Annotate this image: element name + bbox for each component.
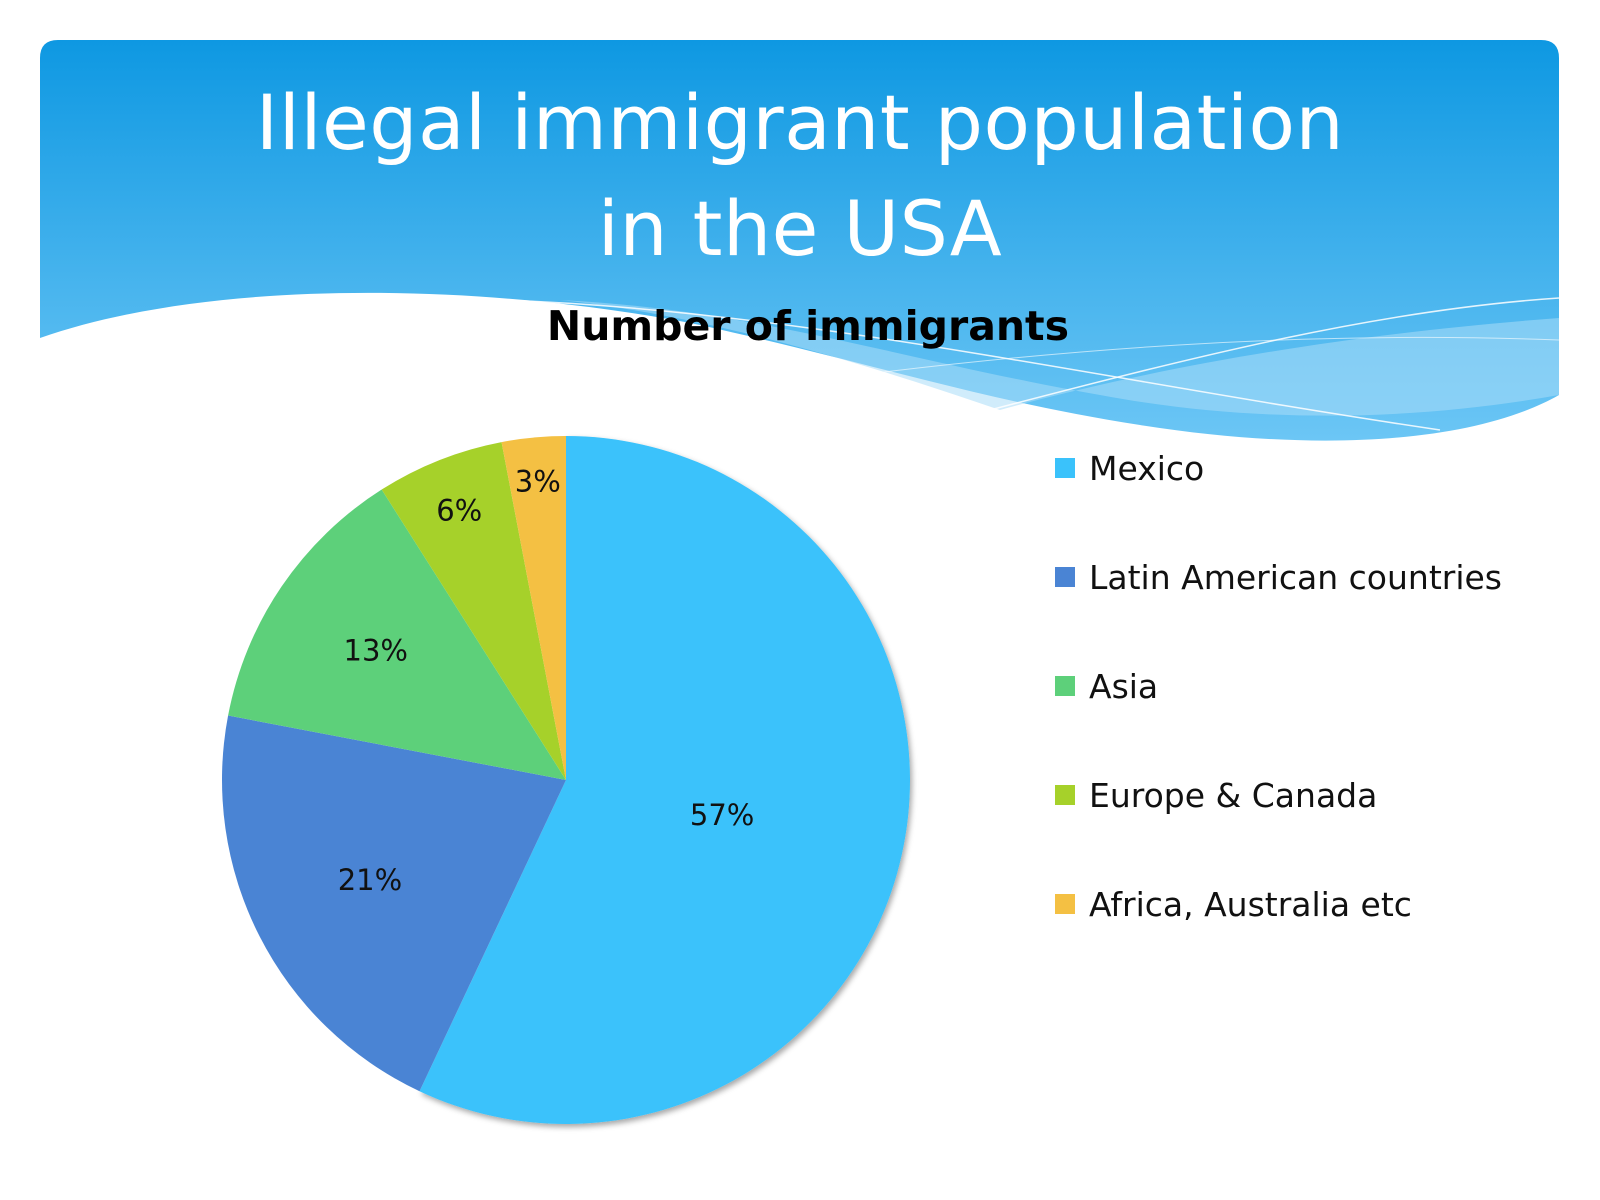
legend-swatch (1055, 785, 1075, 805)
banner-wave-line (499, 299, 1441, 431)
legend-label: Latin American countries (1089, 558, 1502, 597)
legend-label: Mexico (1089, 449, 1204, 488)
legend-label: Asia (1089, 667, 1158, 706)
pie-slice-mexico (419, 436, 910, 1124)
data-label-europe-canada: 6% (436, 493, 482, 527)
pie-data-labels: 57% 21% 13% 6% 3% (338, 464, 755, 897)
legend-swatch (1055, 458, 1075, 478)
data-label-asia: 13% (344, 634, 408, 668)
legend: Mexico Latin American countries Asia Europe… (1055, 449, 1502, 924)
pie-slice-europe-canada (381, 442, 566, 780)
data-label-mexico: 57% (690, 798, 754, 832)
slide-title-line-1: Illegal immigrant population (255, 78, 1345, 167)
legend-item-asia: Asia (1055, 667, 1158, 706)
pie-slices (222, 436, 910, 1124)
banner-background (40, 40, 1559, 441)
data-label-africa-australia-etc: 3% (515, 464, 561, 498)
chart-title: Number of immigrants (547, 302, 1069, 350)
pie-slice-africa-australia-etc (501, 436, 566, 780)
legend-label: Africa, Australia etc (1089, 885, 1412, 924)
pie-slice-latin-american-countries (222, 715, 567, 1092)
legend-label: Europe & Canada (1089, 776, 1377, 815)
banner-wave-line (989, 297, 1560, 411)
pie-slice-asia (228, 489, 566, 780)
legend-swatch (1055, 894, 1075, 914)
slide-title-line-2: in the USA (597, 184, 1003, 273)
legend-swatch (1055, 676, 1075, 696)
legend-item-europe-canada: Europe & Canada (1055, 776, 1377, 815)
legend-item-mexico: Mexico (1055, 449, 1204, 488)
header-banner (40, 40, 1560, 441)
slide-title: Illegal immigrant population in the USA (160, 70, 1440, 282)
data-label-latin-american-countries: 21% (338, 863, 402, 897)
legend-item-latin-american-countries: Latin American countries (1055, 558, 1502, 597)
banner-wave-highlight (560, 300, 1559, 416)
legend-swatch (1055, 567, 1075, 587)
banner-wave-line (819, 336, 1560, 381)
legend-item-africa-australia-etc: Africa, Australia etc (1055, 885, 1412, 924)
